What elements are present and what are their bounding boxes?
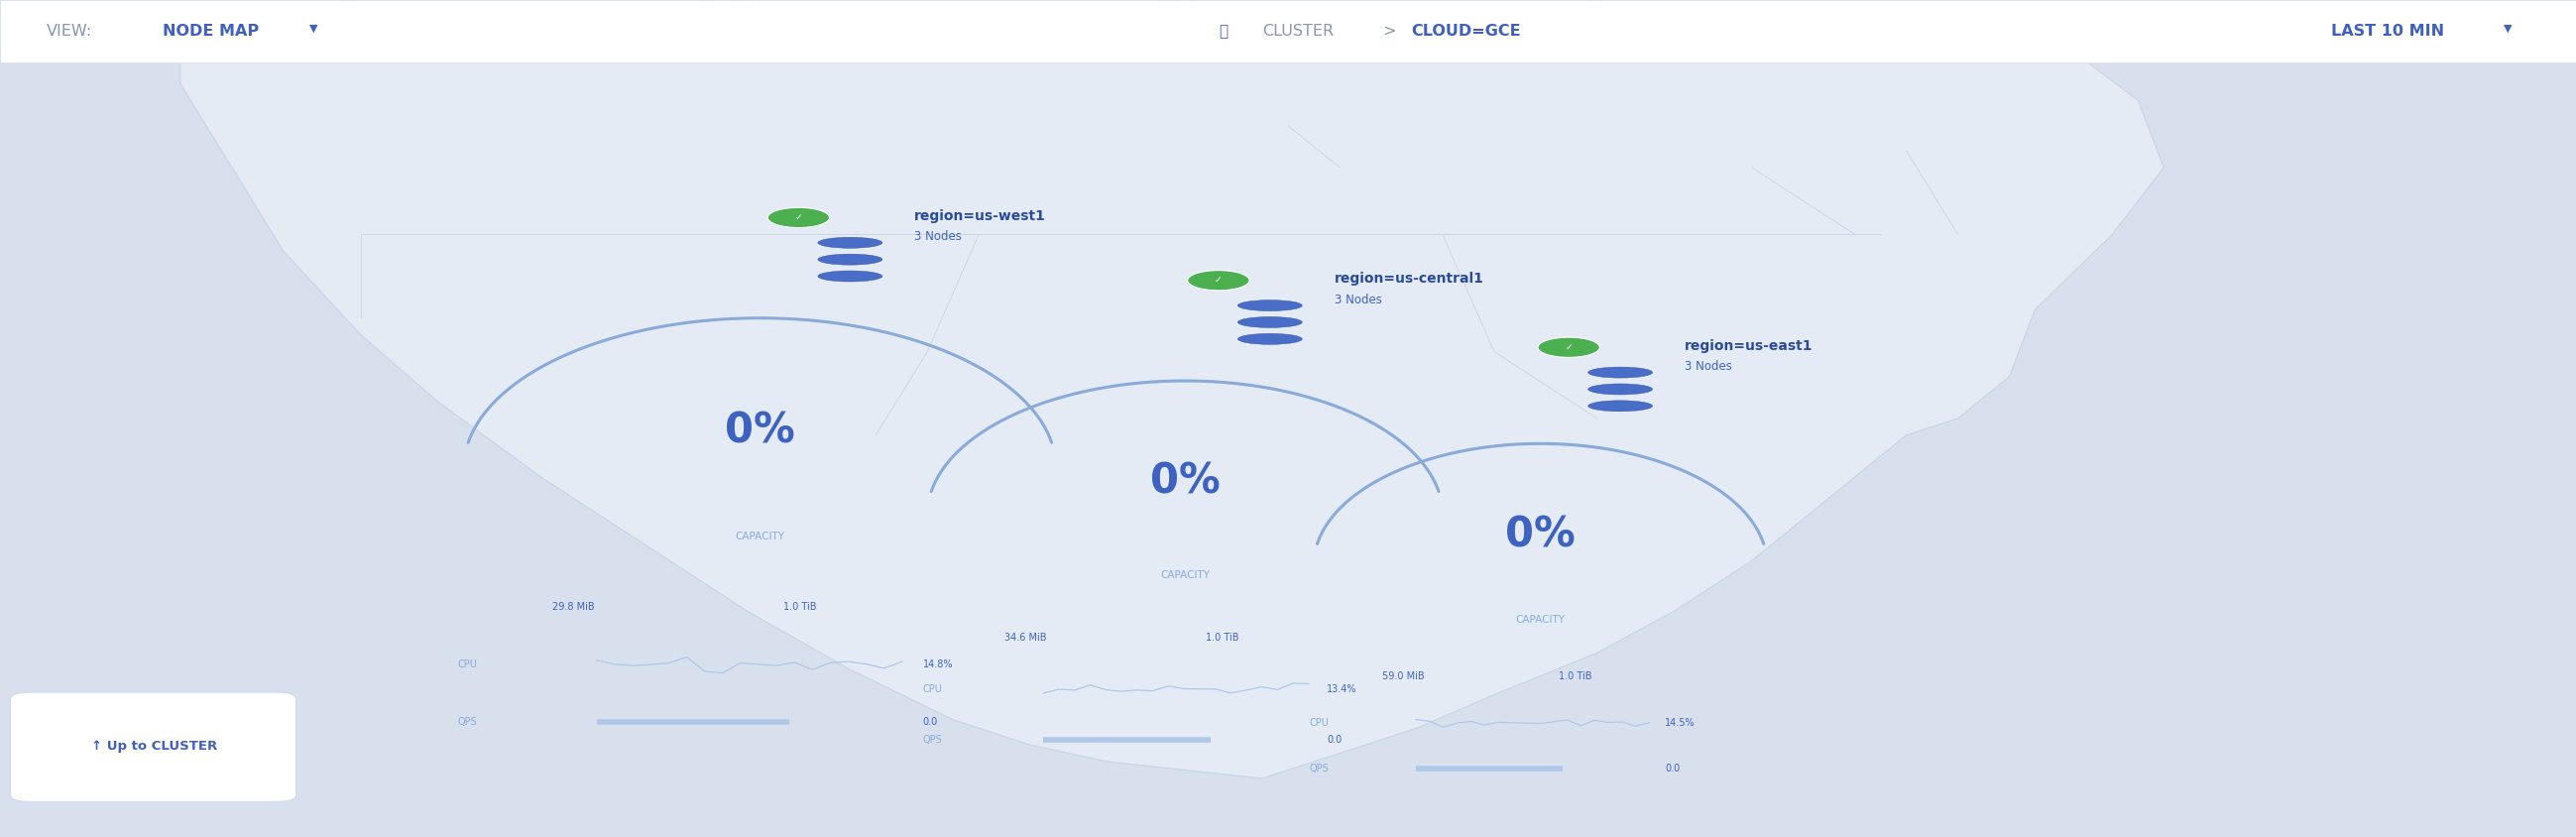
Text: CAPACITY: CAPACITY (1515, 614, 1566, 624)
Text: 1.0 TiB: 1.0 TiB (1206, 633, 1239, 643)
Text: CLUSTER: CLUSTER (1262, 24, 1334, 39)
Text: 13.4%: 13.4% (1327, 684, 1358, 694)
Ellipse shape (817, 238, 881, 248)
Text: ↑ Up to CLUSTER: ↑ Up to CLUSTER (93, 740, 216, 753)
Text: 0%: 0% (1504, 514, 1577, 556)
FancyBboxPatch shape (0, 0, 2576, 63)
Polygon shape (180, 0, 2164, 778)
Text: 1.0 TiB: 1.0 TiB (783, 603, 817, 613)
Ellipse shape (1236, 300, 1301, 311)
Text: 34.6 MiB: 34.6 MiB (1005, 633, 1046, 643)
Text: ✓: ✓ (796, 213, 801, 222)
Text: ▼: ▼ (309, 23, 317, 33)
Text: NODE MAP: NODE MAP (162, 24, 258, 39)
Text: 29.8 MiB: 29.8 MiB (551, 603, 595, 613)
FancyBboxPatch shape (10, 692, 296, 802)
Ellipse shape (817, 271, 881, 281)
Text: 14.5%: 14.5% (1664, 718, 1695, 727)
Text: 0.0: 0.0 (1327, 735, 1342, 745)
Text: 3 Nodes: 3 Nodes (1334, 293, 1381, 306)
Text: 3 Nodes: 3 Nodes (914, 230, 961, 244)
Text: region=us-west1: region=us-west1 (914, 209, 1046, 223)
Text: QPS: QPS (459, 716, 477, 727)
Text: QPS: QPS (922, 735, 943, 745)
Text: 0%: 0% (724, 410, 796, 452)
Ellipse shape (1236, 334, 1301, 345)
Text: 0.0: 0.0 (1664, 764, 1680, 774)
Text: CAPACITY: CAPACITY (734, 531, 786, 542)
Text: LAST 10 MIN: LAST 10 MIN (2331, 24, 2445, 39)
Circle shape (768, 208, 829, 228)
Text: 14.8%: 14.8% (922, 660, 953, 670)
Text: CPU: CPU (922, 684, 943, 694)
Text: 59.0 MiB: 59.0 MiB (1381, 671, 1425, 681)
Text: CLOUD=GCE: CLOUD=GCE (1412, 24, 1522, 39)
Text: >: > (1378, 24, 1401, 39)
Circle shape (1188, 270, 1249, 290)
Text: CAPACITY: CAPACITY (1159, 570, 1211, 580)
Ellipse shape (1236, 317, 1301, 327)
Ellipse shape (1587, 383, 1654, 394)
Ellipse shape (1587, 400, 1654, 411)
Text: region=us-east1: region=us-east1 (1685, 339, 1814, 352)
Text: ▼: ▼ (2504, 23, 2512, 33)
Text: QPS: QPS (1309, 764, 1329, 774)
Circle shape (1538, 337, 1600, 357)
Text: CPU: CPU (1309, 718, 1329, 727)
Text: 0.0: 0.0 (922, 716, 938, 727)
Text: CPU: CPU (459, 660, 477, 670)
Text: 0%: 0% (1149, 460, 1221, 502)
Text: ✓: ✓ (1216, 276, 1221, 285)
Text: region=us-central1: region=us-central1 (1334, 272, 1484, 285)
Text: ✓: ✓ (1566, 343, 1571, 352)
Text: 1.0 TiB: 1.0 TiB (1558, 671, 1592, 681)
Text: 📍: 📍 (1218, 24, 1229, 39)
Ellipse shape (1587, 367, 1654, 378)
Ellipse shape (817, 254, 881, 264)
Text: VIEW:: VIEW: (46, 24, 93, 39)
Text: 3 Nodes: 3 Nodes (1685, 360, 1731, 373)
